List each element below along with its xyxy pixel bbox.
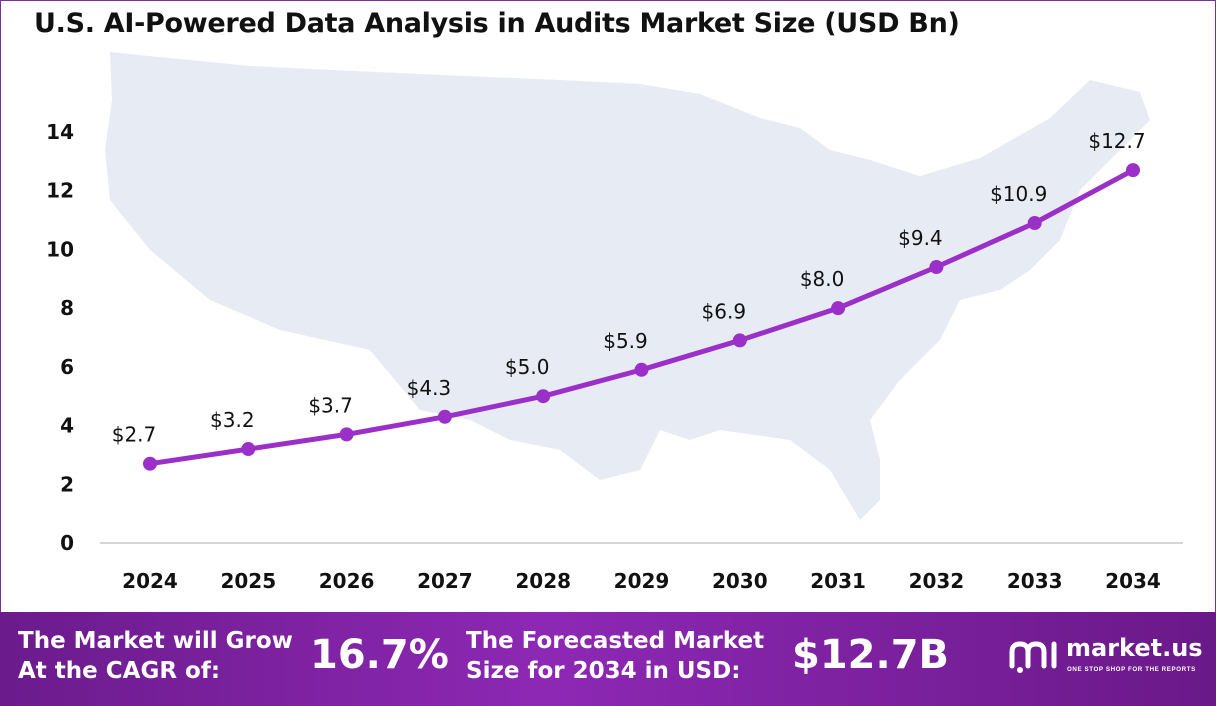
data-label: $9.4	[898, 226, 943, 250]
y-tick-label: 12	[46, 179, 74, 203]
x-tick-label: 2025	[220, 569, 276, 593]
cagr-value: 16.7%	[310, 632, 449, 678]
data-labels: $2.7 $3.2 $3.7 $4.3 $5.0 $5.9 $6.9 $8.0 $9.4 $10.…	[112, 129, 1146, 447]
market-us-logo-icon	[1009, 641, 1057, 673]
data-label: $2.7	[112, 423, 157, 447]
x-tick-label: 2029	[614, 569, 670, 593]
x-axis-ticks: 2024 2025 2026 2027 2028 2029 2030 2031 2032 2033…	[122, 569, 1161, 593]
data-label: $10.9	[990, 182, 1047, 206]
data-point	[831, 301, 846, 316]
y-tick-label: 0	[60, 531, 74, 555]
data-point	[437, 409, 452, 424]
x-tick-label: 2028	[515, 569, 571, 593]
y-tick-label: 4	[60, 414, 74, 438]
data-point	[143, 456, 157, 471]
data-label: $4.3	[407, 376, 452, 400]
data-label: $3.2	[210, 408, 255, 432]
data-points	[143, 163, 1140, 471]
x-tick-label: 2027	[417, 569, 473, 593]
data-point	[732, 333, 747, 348]
y-tick-label: 14	[46, 120, 74, 144]
brand-tagline: ONE STOP SHOP FOR THE REPORTS	[1067, 666, 1196, 673]
data-label: $12.7	[1088, 129, 1145, 153]
forecast-value: $12.7B	[792, 632, 950, 678]
x-tick-label: 2024	[122, 569, 178, 593]
x-tick-label: 2026	[319, 569, 375, 593]
forecast-label-line2: Size for 2034 in USD:	[466, 658, 741, 684]
data-label: $5.9	[603, 329, 648, 353]
x-tick-label: 2031	[810, 569, 866, 593]
data-point	[339, 427, 354, 442]
brand-name: market.us	[1066, 634, 1203, 662]
data-point	[1027, 216, 1042, 231]
data-point	[536, 389, 551, 404]
data-label: $8.0	[800, 267, 845, 291]
y-tick-label: 8	[60, 296, 74, 320]
forecast-label-line1: The Forecasted Market	[466, 628, 765, 654]
y-axis-ticks: 0 2 4 6 8 10 12 14	[46, 120, 74, 555]
data-point	[1126, 163, 1140, 178]
cagr-label-line2: At the CAGR of:	[18, 658, 221, 684]
forecast-label: The Forecasted Market Size for 2034 in U…	[466, 626, 764, 686]
us-map-background	[105, 52, 1150, 520]
y-tick-label: 10	[46, 237, 74, 261]
y-tick-label: 6	[60, 355, 74, 379]
data-point	[241, 442, 256, 457]
line-chart: 0 2 4 6 8 10 12 14 2024 2025 2026 2027 2028 2029 2030…	[46, 52, 1183, 593]
x-tick-label: 2033	[1007, 569, 1063, 593]
x-tick-label: 2034	[1105, 569, 1161, 593]
footer-banner: The Market will Grow At the CAGR of: 16.…	[0, 612, 1216, 706]
data-point	[634, 362, 649, 377]
chart-title: U.S. AI-Powered Data Analysis in Audits …	[34, 8, 960, 39]
cagr-label: The Market will Grow At the CAGR of:	[18, 626, 293, 686]
data-point	[929, 260, 944, 275]
data-label: $5.0	[505, 355, 550, 379]
x-tick-label: 2030	[712, 569, 768, 593]
cagr-label-line1: The Market will Grow	[18, 628, 293, 654]
y-tick-label: 2	[60, 472, 74, 496]
data-label: $3.7	[308, 393, 353, 417]
x-tick-label: 2032	[909, 569, 965, 593]
data-label: $6.9	[702, 299, 747, 323]
